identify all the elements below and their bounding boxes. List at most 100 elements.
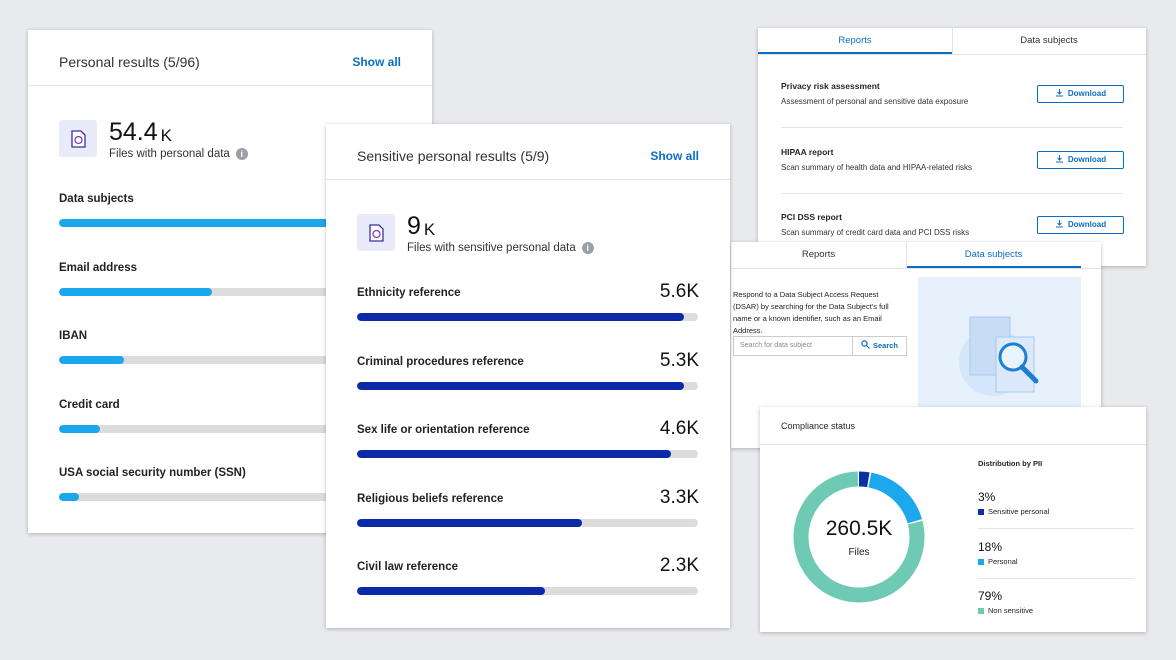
tab-separator [952, 28, 953, 54]
legend-divider [978, 528, 1134, 529]
progress-fill [357, 313, 685, 321]
panel-title: Sensitive personal results (5/9) [357, 148, 550, 164]
download-button[interactable]: Download [1037, 150, 1124, 169]
ill-lens [998, 342, 1028, 372]
compliance-title: Compliance status [781, 421, 856, 431]
count-caption: Files with personal data [109, 148, 230, 160]
progress-track [59, 356, 400, 364]
progress-track [59, 424, 400, 433]
download-button[interactable]: Download [1037, 85, 1124, 103]
item-label: USA social security number (SSN) [59, 467, 246, 479]
reports-card: Reports Data subjects Privacy risk assessm… [758, 28, 1146, 266]
info-icon[interactable]: i [581, 242, 594, 254]
tab-divider [758, 54, 1146, 55]
item-value: 4.6K [659, 418, 699, 439]
download-icon [1055, 154, 1063, 162]
legend-value: 3% [978, 490, 996, 504]
tab-divider [731, 268, 1101, 269]
download-button[interactable]: Download [1037, 216, 1124, 234]
progress-fill [59, 356, 124, 364]
report-description: Scan summary of health data and HIPAA-re… [781, 162, 973, 172]
progress-fill [59, 493, 80, 501]
header-divider [760, 444, 1146, 445]
search-label: Search [872, 341, 899, 350]
search-input[interactable]: Search for data subject [733, 336, 853, 356]
progress-fill [59, 287, 213, 296]
ill-handle [1019, 364, 1039, 384]
progress-track [59, 287, 400, 296]
icon-brain [372, 229, 381, 239]
info-icon[interactable]: i [235, 148, 248, 160]
download-arrow [1055, 89, 1063, 97]
download-icon [1055, 89, 1063, 97]
row-divider [781, 192, 1123, 194]
icon-page [71, 130, 86, 148]
report-title: PCI DSS report [781, 212, 842, 222]
total: 260.5K [825, 517, 893, 540]
tab[interactable]: Data subjects [1020, 35, 1078, 46]
item-label: Sex life or orientation reference [357, 424, 530, 436]
progress-fill [357, 587, 545, 595]
download-label: Download [1067, 89, 1107, 98]
show-all-link[interactable]: Show all [650, 149, 699, 163]
search-handle [866, 345, 870, 349]
file-icon-graphic [369, 224, 384, 242]
search-lens [861, 340, 868, 347]
download-arrow [1055, 154, 1063, 162]
item-value: 2.3K [659, 555, 699, 576]
icon-page [369, 224, 384, 242]
progress-fill [357, 450, 671, 458]
item-value: 3.3K [659, 486, 699, 508]
panel-title: Personal results (5/96) [59, 54, 200, 70]
donut-segment [793, 471, 925, 603]
progress-fill [59, 424, 100, 433]
count: 54.4 [109, 118, 158, 146]
progress-track [357, 518, 698, 527]
donut-segment [793, 471, 925, 603]
progress-track [357, 313, 698, 321]
item-label: Email address [59, 261, 137, 274]
tab[interactable]: Reports [801, 249, 836, 260]
download-label: Download [1067, 154, 1107, 164]
count-unit: K [160, 126, 173, 145]
row-divider [781, 127, 1123, 128]
progress-track [357, 450, 698, 458]
illustration [918, 277, 1081, 407]
progress-track [59, 493, 400, 501]
item-label: Criminal procedures reference [357, 355, 524, 368]
count-caption: Files with sensitive personal data [407, 242, 576, 254]
tab[interactable]: Data subjects [906, 242, 1081, 268]
search-button[interactable]: Search [852, 336, 907, 356]
item-label: Data subjects [59, 193, 134, 205]
tab-separator [906, 242, 907, 268]
donut [793, 471, 925, 603]
file-icon-graphic [71, 130, 86, 148]
progress-fill [357, 381, 685, 390]
show-all-link[interactable]: Show all [352, 55, 401, 69]
download-label: Download [1067, 220, 1107, 229]
item-label: Ethnicity reference [357, 287, 461, 299]
file-icon [357, 214, 395, 251]
item-value: 5.3K [659, 349, 699, 371]
legend-swatch [978, 608, 984, 614]
item-value: 5.6K [659, 281, 699, 302]
report-description: Assessment of personal and sensitive dat… [781, 97, 969, 106]
report-title: HIPAA report [781, 146, 834, 157]
icon-brain [74, 135, 83, 145]
report-description: Scan summary of credit card data and PCI… [781, 228, 970, 237]
progress-track [357, 587, 698, 595]
header-divider [28, 85, 432, 86]
legend-title: Distribution by PII [978, 459, 1043, 468]
item-label: Credit card [59, 398, 120, 411]
download-arrow [1055, 220, 1063, 228]
tab[interactable]: Reports [758, 28, 952, 54]
progress-track [59, 219, 400, 227]
total-caption: Files [848, 547, 870, 558]
legend-value: 79% [978, 589, 1003, 603]
progress-fill [357, 518, 583, 527]
item-label: IBAN [59, 330, 88, 342]
progress-fill [59, 219, 366, 227]
file-icon [59, 120, 97, 157]
download-icon [1055, 220, 1063, 228]
